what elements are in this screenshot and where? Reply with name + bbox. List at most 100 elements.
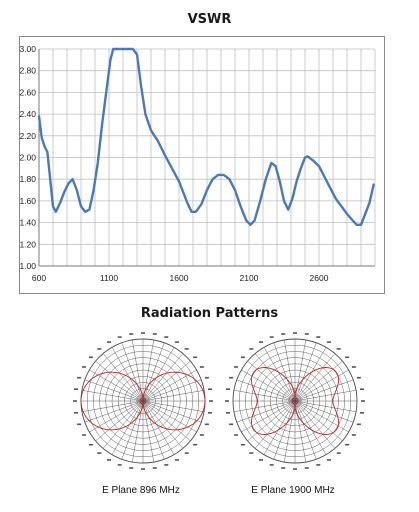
polar-spoke (142, 400, 175, 455)
polar-angle-mark (269, 464, 274, 466)
polar-spoke (294, 360, 343, 402)
polar-spoke (142, 400, 191, 442)
polar-angle-mark (88, 356, 93, 359)
polar-spoke (294, 390, 357, 402)
chart-gridlines (38, 48, 376, 267)
polar-spoke (294, 400, 317, 460)
y-tick-label: 2.80 (19, 66, 36, 76)
polar-angle-mark (117, 336, 122, 338)
polar-spoke (241, 369, 296, 402)
polar-angle-mark (240, 356, 245, 359)
y-tick-label: 2.40 (19, 109, 36, 119)
radiation-pattern-curve (80, 371, 206, 431)
vswr-line-chart: 1.00 1.20 1.40 1.60 1.80 2.00 2.20 2.40 2.60 2.80… (19, 36, 385, 294)
polar-spoke (294, 339, 306, 402)
polar-spoke (95, 360, 144, 402)
polar-spoke (142, 390, 205, 402)
polar-angle-mark (360, 412, 364, 414)
polar-angle-mark (327, 341, 331, 343)
polar-spoke (247, 360, 296, 402)
polar-spoke (294, 353, 336, 402)
polar-angle-mark (164, 336, 169, 338)
polar-angle-mark (226, 388, 230, 390)
polar-angle-mark (336, 348, 341, 350)
polar-plot-896mhz (73, 332, 213, 470)
polar-spoke (294, 400, 306, 463)
polar-spoke (95, 400, 144, 442)
polar-angle-mark (351, 434, 356, 436)
polar-spoke (142, 400, 205, 412)
polar-angle-mark (184, 452, 189, 454)
polar-angle-mark (316, 336, 321, 338)
polar-spoke (142, 353, 184, 402)
polar-angle-mark (269, 336, 274, 338)
polar-spoke (102, 400, 144, 449)
polar-angle-mark (345, 356, 350, 359)
polar-spoke (294, 400, 349, 433)
polar-spoke (294, 342, 317, 402)
polar-grid (225, 332, 365, 470)
y-tick-label: 1.00 (19, 261, 36, 271)
polar-spoke (111, 400, 144, 455)
polar-angle-mark (249, 348, 254, 350)
polar-angle-mark (226, 412, 230, 414)
polar-spoke (294, 400, 357, 412)
polar-angle-mark (77, 376, 82, 379)
y-tick-label: 3.00 (19, 44, 36, 54)
polar-angle-mark (208, 388, 212, 390)
polar-spoke (121, 342, 144, 402)
polar-spoke (241, 400, 296, 433)
polar-grid (73, 332, 213, 470)
polar-spoke (84, 379, 144, 402)
polar-angle-mark (336, 452, 341, 454)
polar-spoke (294, 400, 343, 442)
x-tick-label: 1600 (170, 273, 189, 283)
polar-angle-mark (88, 443, 93, 446)
y-tick-label: 2.20 (19, 131, 36, 141)
y-tick-label: 2.00 (19, 153, 36, 163)
polar-angle-mark (293, 332, 297, 334)
polar-angle-mark (184, 348, 189, 350)
y-axis-tick-labels: 1.00 1.20 1.40 1.60 1.80 2.00 2.20 2.40 2.60 2.80… (19, 44, 36, 271)
polar-spoke (111, 347, 144, 402)
polar-angle-mark (225, 400, 229, 402)
polar-angle-mark (152, 333, 157, 335)
polar-spoke (81, 400, 144, 412)
polar-angle-mark (164, 464, 169, 466)
polar-angle-mark (107, 459, 111, 461)
polar-angle-mark (82, 434, 87, 436)
polar-angle-mark (229, 423, 234, 426)
polar-spoke (121, 400, 144, 460)
polar-angle-mark (229, 376, 234, 379)
polar-spoke (236, 400, 296, 423)
polar-spoke (273, 342, 296, 402)
polar-angle-mark (107, 341, 111, 343)
polar-angle-mark (356, 423, 361, 426)
x-tick-label: 2600 (310, 273, 329, 283)
polar-angle-mark (77, 423, 82, 426)
polar-angle-mark (129, 333, 134, 335)
polar-spoke (142, 360, 191, 402)
polar-angle-mark (208, 412, 212, 414)
polar-spoke (254, 353, 296, 402)
x-axis-tick-labels: 600 1100 1600 2100 2600 (32, 273, 329, 283)
polar-spoke (294, 400, 327, 455)
polar-plot-1900mhz (225, 332, 365, 470)
polar-angle-mark (193, 356, 198, 359)
polar-angle-mark (199, 366, 204, 368)
polar-angle-mark (175, 341, 179, 343)
polar-spoke (81, 390, 144, 402)
polar-spoke (273, 400, 296, 460)
pattern-null (291, 397, 299, 405)
polar-spoke (84, 400, 144, 423)
y-tick-label: 1.40 (19, 218, 36, 228)
polar-angle-mark (360, 388, 364, 390)
polar-angle-mark (259, 459, 263, 461)
x-tick-label: 600 (32, 273, 46, 283)
polar-angle-mark (117, 464, 122, 466)
polar-angle-mark (249, 452, 254, 454)
polar-angle-mark (204, 376, 209, 379)
y-tick-label: 1.60 (19, 196, 36, 206)
y-tick-label: 1.20 (19, 239, 36, 249)
polar-angle-mark (304, 333, 309, 335)
